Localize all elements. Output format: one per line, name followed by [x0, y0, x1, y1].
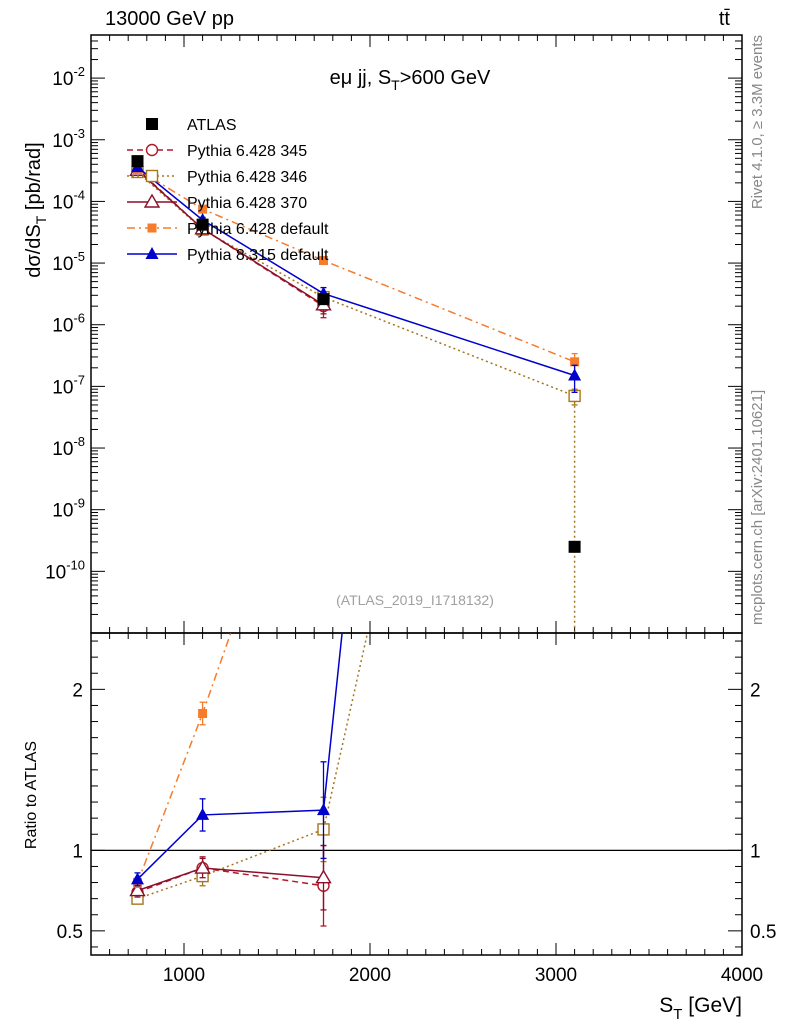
legend-marker [145, 247, 159, 259]
legend-marker [146, 118, 158, 130]
legend-label: Pythia 6.428 370 [187, 195, 307, 212]
ratio-y-tick-label: 0.5 [57, 922, 83, 943]
y-tick-label: 10-7 [52, 372, 85, 398]
header-right-label: tt̄ [719, 8, 731, 30]
series-group [129, 844, 332, 911]
ratio-y-tick-label-right: 2 [750, 680, 761, 701]
ratio-ylabel: Ratio to ATLAS [23, 741, 40, 849]
legend: ATLAS Pythia 6.428 345 Pythia 6.428 346 Pyt… [127, 117, 329, 264]
series-group [131, 155, 581, 553]
y-tick-label: 10-8 [52, 434, 85, 460]
main-panel: 10-10 10-9 10-8 10-7 10-6 10-5 10-4 10-3 10-2 [45, 34, 743, 955]
legend-item-atlas: ATLAS [146, 117, 237, 134]
mcplots-label: mcplots.cern.ch [arXiv:2401.10621] [749, 390, 766, 625]
ratio-y-tick-label: 2 [72, 680, 83, 701]
point-pythia-6-428-default [570, 357, 580, 367]
point-pythia-8-315-default [131, 872, 144, 885]
legend-marker [145, 143, 159, 157]
legend-marker [145, 169, 159, 183]
point-pythia-6-428-370 [315, 869, 332, 884]
point-pythia-8-315-default [568, 368, 582, 381]
x-tick-label: 3000 [535, 965, 577, 986]
y-tick-label: 10-10 [45, 557, 85, 583]
point-pythia-6-428-default [319, 256, 328, 266]
legend-label: Pythia 8.315 default [187, 247, 329, 264]
y-tick-label: 10-4 [52, 187, 85, 213]
ratio-frame [90, 632, 743, 956]
line-pythia-6-428-default [137, 168, 575, 363]
main-ylabel: dσ/dST [pb/rad] [23, 142, 49, 277]
x-tick-label: 1000 [163, 965, 205, 986]
y-tick-label: 10-5 [52, 249, 85, 275]
x-tick-label: 4000 [721, 965, 763, 986]
series-group [133, 633, 232, 889]
point-pythia-6-428-370 [194, 859, 211, 874]
series-group [131, 633, 369, 905]
ratio-y-tick-label: 1 [72, 841, 83, 862]
line-pythia-8-315-default [136, 633, 343, 880]
line-pythia-6-428-346 [137, 633, 369, 900]
point-pythia-8-315-default [196, 807, 210, 820]
point-atlas [317, 293, 330, 306]
header-left-label: 13000 GeV pp [105, 8, 234, 30]
legend-label: Pythia 6.428 345 [187, 143, 307, 160]
ratio-y-tick-label-right: 0.5 [750, 922, 776, 943]
point-pythia-6-428-370 [129, 882, 146, 897]
ratio-panel: 1000 2000 3000 4000 0.5 0.5 1 1 2 2 [57, 632, 776, 986]
legend-item-pythia-6-428-default: Pythia 6.428 default [127, 221, 329, 238]
series-group [131, 633, 343, 887]
line-pythia-6-428-370 [137, 867, 324, 892]
line-pythia-6-428-default [136, 633, 232, 883]
point-pythia-8-315-default [317, 803, 330, 816]
legend-label: ATLAS [187, 117, 237, 134]
x-tick-label: 2000 [349, 965, 391, 986]
legend-label: Pythia 6.428 346 [187, 169, 307, 186]
analysis-watermark: (ATLAS_2019_I1718132) [336, 592, 494, 608]
y-tick-label: 10-2 [52, 64, 85, 90]
point-pythia-6-428-default [198, 204, 208, 214]
legend-item-pythia-8-315-default: Pythia 8.315 default [127, 247, 329, 264]
rivet-label: Rivet 4.1.0, ≥ 3.3M events [749, 35, 766, 209]
line-pythia-6-428-346 [137, 171, 576, 633]
legend-item-pythia-6-428-346: Pythia 6.428 346 [127, 169, 307, 186]
point-atlas [131, 155, 144, 168]
x-axis-label: ST [GeV] [659, 994, 742, 1023]
series-group [131, 844, 330, 927]
legend-item-pythia-6-428-370: Pythia 6.428 370 [127, 193, 307, 212]
line-pythia-6-428-345 [137, 867, 324, 893]
main-title: eμ jj, ST>600 GeV [330, 67, 491, 93]
legend-marker [143, 193, 161, 208]
point-atlas [196, 218, 209, 231]
legend-marker [147, 223, 157, 233]
legend-item-pythia-6-428-345: Pythia 6.428 345 [127, 143, 307, 160]
y-tick-label: 10-9 [52, 496, 85, 522]
point-pythia-6-428-default [198, 709, 208, 718]
ratio-y-tick-label-right: 1 [750, 841, 761, 862]
y-tick-label: 10-3 [52, 126, 85, 152]
legend-label: Pythia 6.428 default [187, 221, 329, 238]
point-atlas [568, 540, 581, 553]
y-tick-label: 10-6 [52, 311, 85, 337]
line-pythia-8-315-default [137, 166, 575, 377]
